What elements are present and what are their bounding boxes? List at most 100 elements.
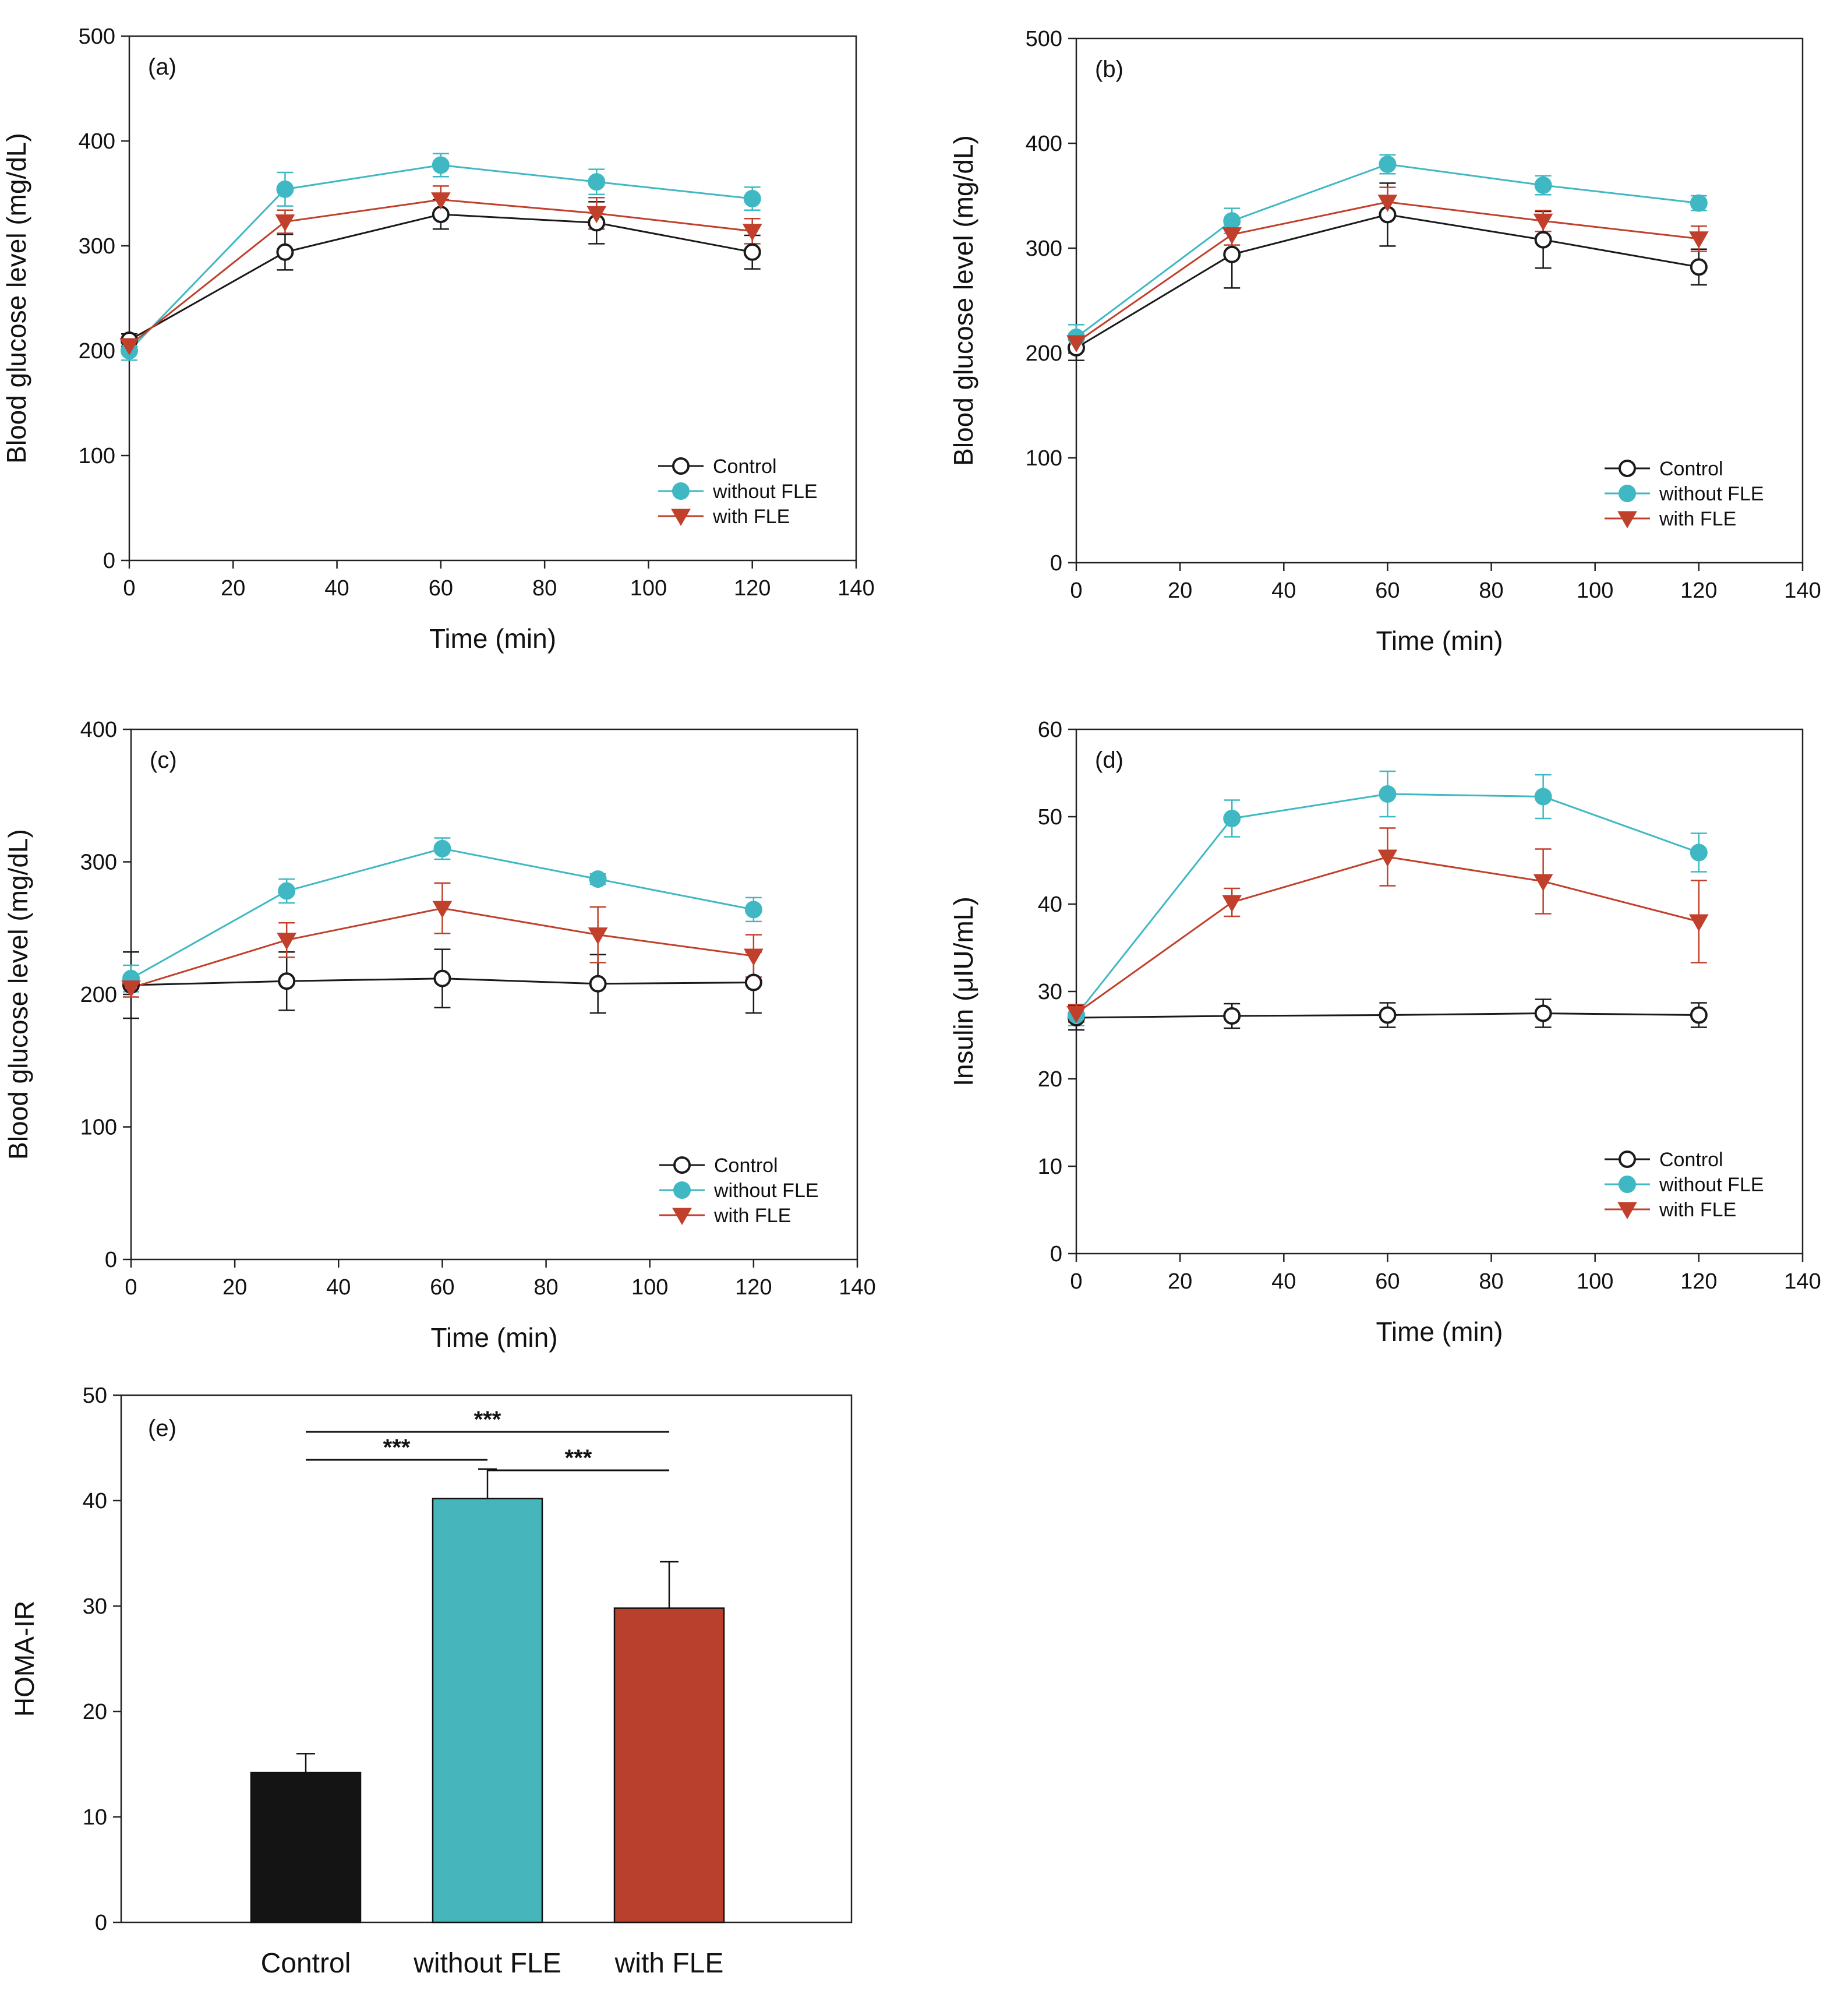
legend-label: without FLE — [713, 1180, 819, 1202]
x-tick-label: 120 — [734, 576, 771, 601]
x-tick-label: 60 — [429, 576, 453, 601]
data-point — [430, 192, 451, 210]
bar — [250, 1771, 362, 1924]
y-tick-label: 400 — [1026, 132, 1062, 156]
panel-tag: (c) — [150, 747, 177, 773]
significance-bracket: *** — [487, 1445, 669, 1471]
series-line — [129, 213, 752, 341]
x-tick-label: 120 — [1680, 578, 1717, 603]
x-tick-label: 0 — [125, 1275, 137, 1300]
bar-without-fle: without FLE — [413, 1468, 561, 1979]
y-tick-label: 40 — [1038, 892, 1062, 917]
data-point — [1534, 1004, 1552, 1022]
data-point — [1222, 895, 1242, 913]
y-tick-label: 400 — [80, 718, 117, 742]
significance-label: *** — [565, 1445, 592, 1471]
legend-label: with FLE — [1659, 508, 1736, 530]
data-point — [121, 980, 141, 998]
y-tick-label: 0 — [1050, 551, 1062, 576]
legend: Control without FLE with FLE — [1605, 1149, 1764, 1221]
legend-label: without FLE — [712, 481, 818, 503]
legend-label: without FLE — [1659, 483, 1764, 505]
data-point — [433, 839, 451, 857]
x-tick-label: 80 — [1479, 578, 1503, 603]
plot-frame — [1075, 37, 1804, 564]
x-tick-label: 20 — [1168, 1269, 1192, 1294]
legend-marker — [1619, 485, 1636, 502]
data-point — [1223, 810, 1241, 827]
data-point — [1690, 1006, 1708, 1024]
data-point — [1379, 156, 1397, 173]
y-tick-label: 200 — [1026, 341, 1062, 366]
data-point — [1533, 874, 1553, 892]
legend-marker — [1619, 1176, 1636, 1193]
y-axis-title: Blood glucose level (mg/dL) — [3, 829, 33, 1160]
y-axis-title: Insulin (μIU/mL) — [948, 897, 978, 1086]
bar — [432, 1498, 543, 1924]
significance-label: *** — [474, 1407, 501, 1432]
data-point — [1534, 788, 1552, 806]
x-tick-label: 60 — [1375, 1269, 1400, 1294]
plot-frame — [128, 35, 857, 562]
bar — [613, 1607, 725, 1924]
x-tick-label: 40 — [326, 1275, 351, 1300]
data-point — [1379, 1006, 1397, 1024]
x-tick-label: 20 — [1168, 578, 1192, 603]
data-point — [744, 973, 762, 991]
y-tick-label: 10 — [1038, 1155, 1062, 1179]
panel-tag: (b) — [1095, 57, 1123, 82]
data-point — [743, 948, 764, 966]
x-tick-label: 120 — [735, 1275, 772, 1300]
panel-tag: (e) — [148, 1416, 176, 1441]
markers-with-fle — [1066, 195, 1709, 353]
data-point — [1222, 227, 1242, 245]
category-label: without FLE — [413, 1948, 561, 1979]
x-tick-label: 100 — [1577, 1269, 1613, 1294]
legend-marker — [673, 1181, 691, 1199]
x-tick-label: 140 — [839, 1275, 875, 1300]
x-tick-label: 80 — [1479, 1269, 1503, 1294]
y-tick-label: 20 — [1038, 1067, 1062, 1092]
data-point — [586, 206, 607, 224]
data-point — [1377, 195, 1398, 212]
y-tick-label: 30 — [1038, 980, 1062, 1004]
x-tick-label: 80 — [532, 576, 557, 601]
data-point — [276, 180, 294, 198]
x-tick-label: 60 — [430, 1275, 454, 1300]
series-line — [1075, 793, 1699, 1016]
x-axis-title: Time (min) — [1376, 626, 1503, 656]
data-point — [589, 975, 607, 993]
significance-bracket: *** — [306, 1435, 487, 1461]
y-tick-label: 200 — [80, 983, 117, 1007]
y-tick-label: 300 — [79, 234, 115, 259]
x-tick-label: 140 — [1784, 578, 1821, 603]
data-point — [275, 214, 295, 232]
y-tick-label: 200 — [79, 339, 115, 364]
x-tick-label: 80 — [533, 1275, 558, 1300]
data-point — [432, 901, 453, 919]
x-tick-label: 40 — [1271, 1269, 1296, 1294]
data-point — [277, 933, 297, 950]
data-point — [1690, 258, 1708, 276]
y-tick-label: 400 — [79, 129, 115, 154]
x-tick-label: 0 — [1070, 578, 1082, 603]
data-point — [276, 243, 294, 261]
legend-marker — [672, 482, 690, 500]
panel-tag: (d) — [1095, 747, 1123, 773]
category-label: with FLE — [614, 1948, 724, 1979]
x-tick-label: 20 — [222, 1275, 247, 1300]
y-tick-label: 0 — [103, 549, 115, 573]
line-chart-4: 0 20 40 60 80 100 120 140 0 10 20 30 40 50 60 Time (min… — [948, 718, 1821, 1347]
category-label: Control — [261, 1948, 351, 1979]
x-axis-title: Time (min) — [1376, 1317, 1503, 1347]
y-tick-label: 40 — [83, 1489, 107, 1513]
data-point — [119, 338, 139, 356]
markers-with-fle — [121, 901, 764, 998]
data-point — [433, 969, 451, 987]
legend-marker — [673, 1156, 691, 1174]
markers-without-fle — [1068, 785, 1708, 1024]
bar-with-fle: with FLE — [613, 1561, 725, 1979]
data-point — [1534, 231, 1552, 249]
x-axis-title: Time (min) — [430, 1322, 557, 1353]
data-point — [432, 156, 450, 174]
